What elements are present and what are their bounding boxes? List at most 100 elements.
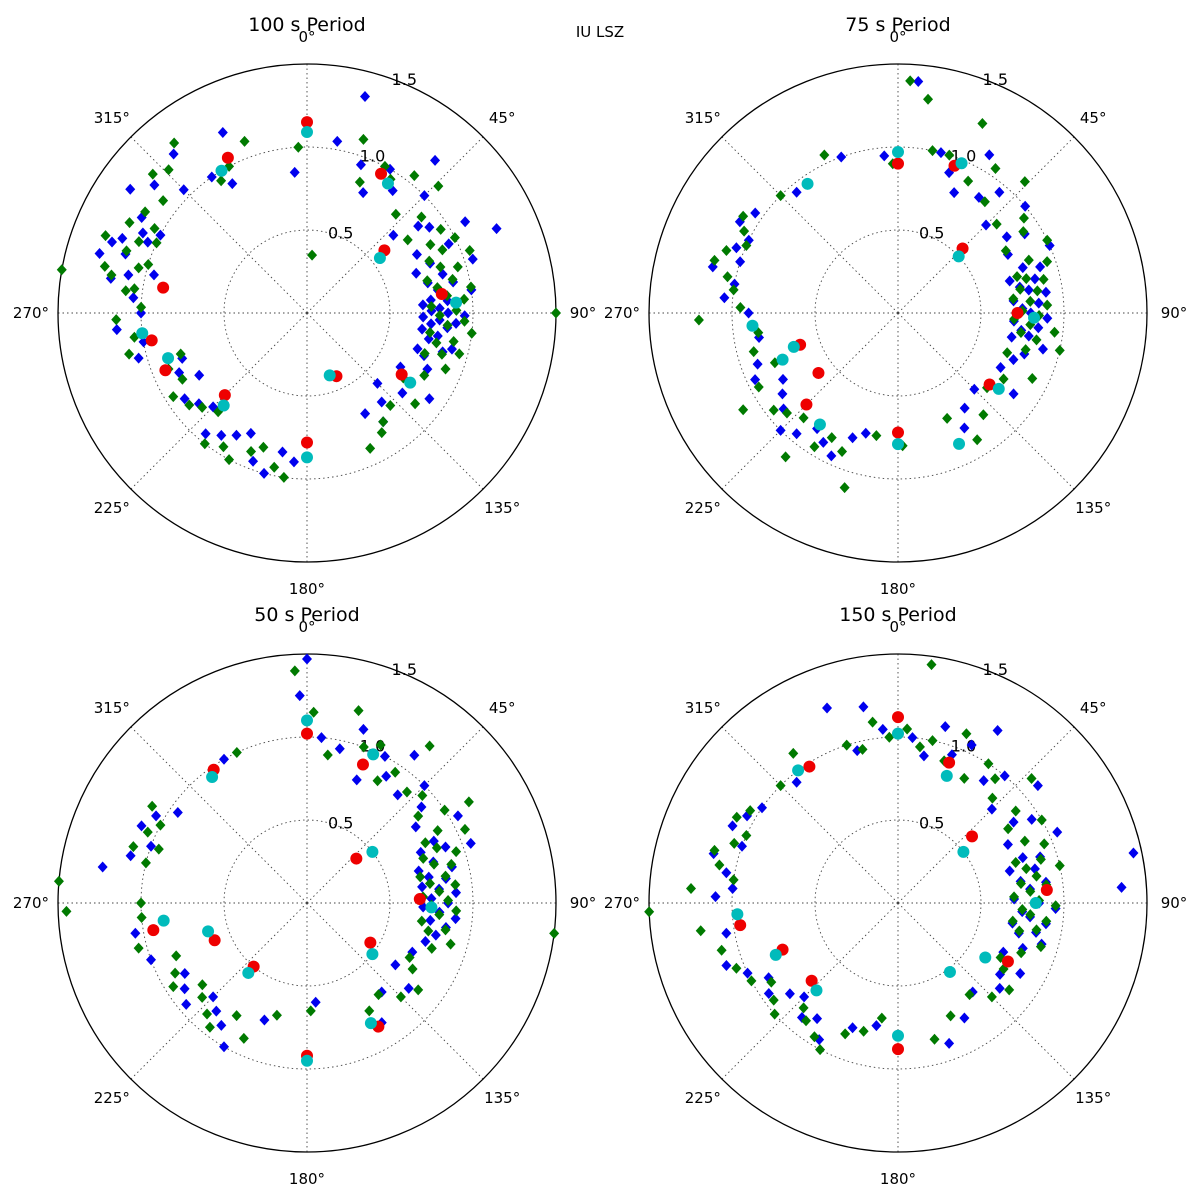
data-point-diamond [961,728,972,740]
data-point-diamond [467,253,478,265]
data-point-diamond [746,975,757,987]
data-point-diamond [289,665,300,677]
data-point-diamond [231,1010,242,1022]
data-point-diamond [431,337,442,349]
data-point-circle [136,327,149,340]
data-point-circle [215,164,228,177]
data-point-diamond [410,821,421,833]
data-point-diamond [1004,865,1015,877]
data-point-diamond [1015,878,1026,890]
data-point-diamond [1010,805,1021,817]
data-point-diamond [419,780,430,792]
radial-grid-circle [814,229,982,397]
data-point-diamond [757,802,768,814]
data-point-circle [366,948,379,961]
angular-grid-line [306,726,484,904]
data-point-diamond [1038,273,1049,285]
data-point-diamond [944,1037,955,1049]
data-point-diamond [417,789,428,801]
data-point-diamond [417,299,428,311]
data-point-circle [413,893,426,906]
data-point-diamond [200,428,211,440]
data-point-circle [892,711,904,724]
data-point-diamond [1015,968,1026,980]
series-0 [94,91,502,479]
data-point-diamond [693,314,704,326]
data-point-circle [301,116,313,129]
data-point-diamond [443,307,454,319]
data-point-circle [323,369,336,382]
data-point-diamond [1019,176,1030,188]
data-point-diamond [409,170,420,182]
theta-tick-label: 90° [1161,894,1188,912]
theta-tick-label: 45° [489,699,516,717]
data-point-circle [367,748,380,761]
data-point-diamond [1042,256,1053,268]
data-point-diamond [258,441,269,453]
data-point-circle [992,382,1005,395]
data-point-diamond [423,925,434,937]
data-point-diamond [731,242,742,254]
data-point-diamond [791,186,802,198]
data-point-diamond [1128,847,1139,859]
data-point-circle [810,984,823,997]
data-point-diamond [990,773,1001,785]
data-point-diamond [425,239,436,251]
data-point-diamond [940,721,951,733]
data-point-diamond [1003,823,1014,835]
theta-tick-label: 225° [685,1089,721,1107]
data-point-diamond [1036,814,1047,826]
data-point-diamond [1041,915,1052,927]
data-point-diamond [97,861,108,873]
theta-tick-label: 225° [94,1089,130,1107]
angular-grid-line [721,312,899,490]
data-point-diamond [739,225,750,237]
data-point-diamond [211,1005,222,1017]
data-point-circle [375,167,388,180]
data-point-circle [892,145,904,158]
data-point-diamond [133,942,144,954]
data-point-diamond [763,987,774,999]
data-point-diamond [424,326,435,338]
data-point-diamond [129,283,140,295]
data-point-diamond [218,441,229,453]
data-point-diamond [148,269,159,281]
series-1 [644,659,1065,1056]
data-point-diamond [308,706,319,718]
data-point-diamond [918,750,929,762]
data-point-circle [435,288,448,301]
data-point-diamond [819,149,830,161]
data-point-diamond [418,311,429,323]
data-point-diamond [425,914,436,926]
data-point-diamond [775,190,786,202]
data-point-circle [812,366,825,379]
polar-panel-1: 0°45°90°135°180°225°270°315°0.51.01.575 … [604,14,1187,598]
theta-tick-label: 45° [1080,699,1107,717]
data-point-diamond [841,739,852,751]
data-point-circle [157,914,170,927]
data-point-diamond [390,766,401,778]
data-point-diamond [316,732,327,744]
data-point-diamond [752,358,763,370]
data-point-diamond [1037,343,1048,355]
data-point-diamond [1035,261,1046,273]
theta-tick-label: 135° [1075,1089,1111,1107]
data-point-diamond [1026,813,1037,825]
theta-tick-label: 180° [289,580,325,598]
data-point-diamond [302,653,312,665]
r-tick-label: 1.0 [360,147,385,166]
data-point-diamond [460,216,471,228]
data-point-diamond [801,1015,812,1027]
data-point-circle [221,151,234,164]
data-point-diamond [1015,283,1026,295]
data-point-circle [955,157,968,170]
data-point-diamond [750,207,761,219]
data-point-diamond [857,743,868,755]
angular-grid-line [130,136,308,314]
data-point-diamond [111,324,122,336]
theta-tick-label: 90° [570,894,597,912]
data-point-diamond [442,319,453,331]
data-point-diamond [721,245,732,257]
data-point-diamond [416,915,427,927]
data-point-diamond [923,93,934,105]
